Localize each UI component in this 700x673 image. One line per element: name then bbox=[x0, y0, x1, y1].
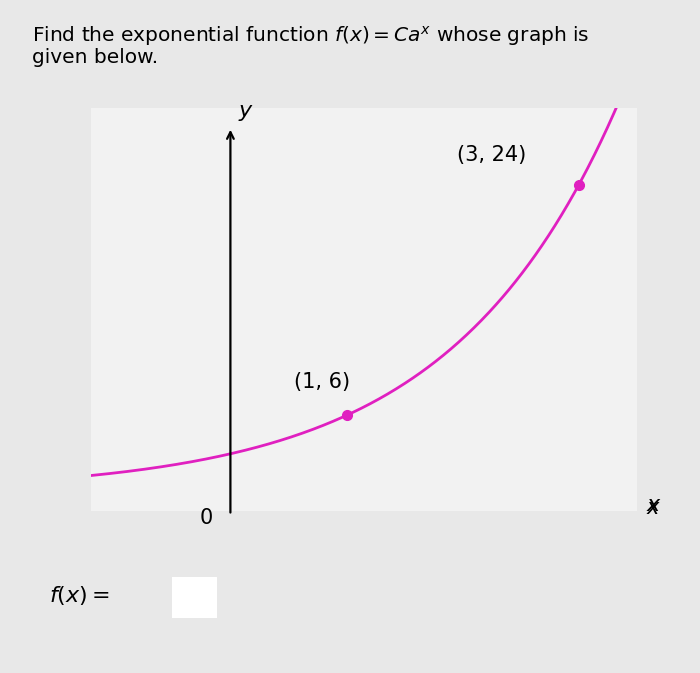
Text: $y$: $y$ bbox=[237, 103, 253, 123]
Text: given below.: given below. bbox=[32, 48, 158, 67]
Text: $f(x) =$: $f(x) =$ bbox=[49, 584, 110, 607]
FancyBboxPatch shape bbox=[169, 576, 219, 619]
Text: 0: 0 bbox=[199, 507, 213, 528]
Text: (1, 6): (1, 6) bbox=[294, 372, 351, 392]
Text: x: x bbox=[646, 497, 659, 518]
Text: $x$: $x$ bbox=[646, 495, 662, 515]
Text: (3, 24): (3, 24) bbox=[457, 145, 526, 166]
Text: Find the exponential function $f(x) = Ca^x$ whose graph is: Find the exponential function $f(x) = Ca… bbox=[32, 24, 589, 48]
